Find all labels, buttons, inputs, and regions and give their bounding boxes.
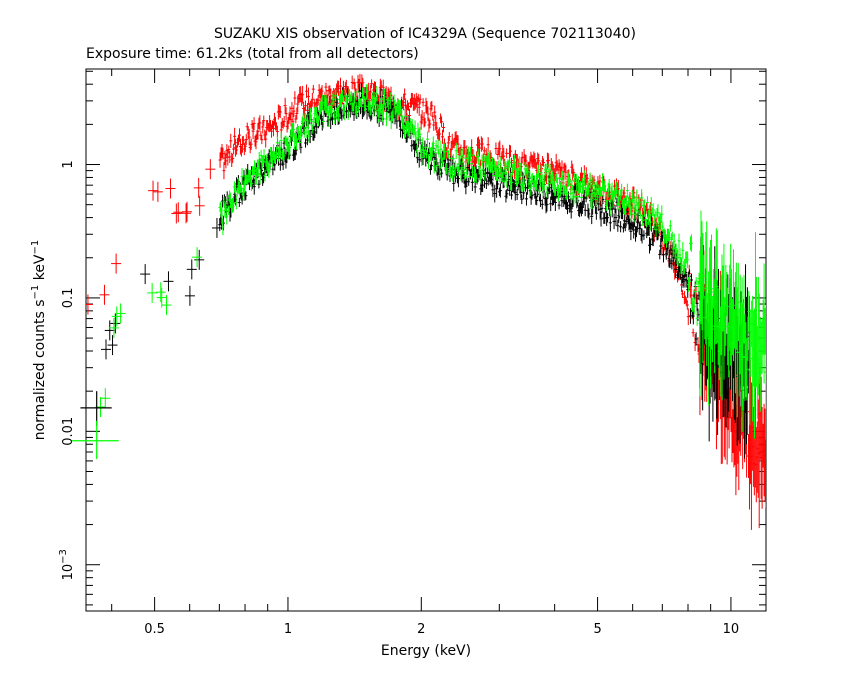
data-series (71, 73, 766, 530)
chart-title: SUZAKU XIS observation of IC4329A (Seque… (214, 26, 636, 42)
x-axis-label: Energy (keV) (381, 643, 471, 659)
y-axis-label-unit: keV (32, 254, 48, 285)
series-1 (101, 83, 751, 459)
x-tick-label: 2 (417, 622, 425, 637)
y-tick-label-base: 0.01 (61, 417, 76, 446)
x-tick-label: 0.5 (144, 622, 165, 637)
chart-subtitle: Exposure time: 61.2ks (total from all de… (86, 46, 419, 62)
y-tick-label-exp: −3 (58, 549, 69, 564)
y-tick-label: 10−3 (58, 549, 76, 580)
x-tick-label: 10 (723, 622, 740, 637)
y-axis-label-exp1: −1 (30, 285, 41, 300)
y-tick-label-base: 10 (61, 564, 76, 581)
low-energy-bin (71, 420, 119, 460)
low-energy-bin (80, 391, 112, 426)
y-tick-label: 0.01 (61, 417, 76, 446)
y-tick-label-base: 0.1 (61, 288, 76, 309)
y-axis-label-exp2: −1 (30, 240, 41, 255)
y-tick-label: 1 (61, 160, 76, 168)
series-2 (95, 84, 766, 440)
x-tick-label: 1 (284, 622, 292, 637)
y-axis-label-main: normalized counts s (32, 299, 48, 440)
x-tick-label: 5 (593, 622, 601, 637)
y-tick-label: 0.1 (61, 288, 76, 309)
y-tick-label-base: 1 (61, 160, 76, 168)
y-axis-label: normalized counts s−1 keV−1 (30, 240, 48, 441)
